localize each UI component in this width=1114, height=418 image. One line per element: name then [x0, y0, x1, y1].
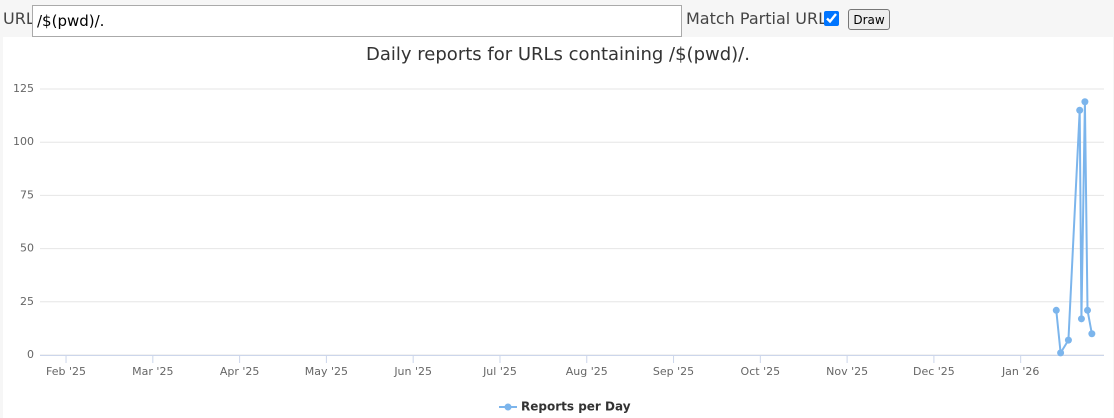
x-tick-label: Jan '26 — [1001, 365, 1039, 378]
x-tick-label: Nov '25 — [826, 365, 868, 378]
x-tick-label: Jul '25 — [482, 365, 517, 378]
toolbar: URL Match Partial URL Draw — [0, 0, 1114, 37]
legend-label: Reports per Day — [521, 400, 631, 414]
x-tick-label: Dec '25 — [913, 365, 955, 378]
draw-button[interactable]: Draw — [848, 9, 890, 30]
y-tick-label: 25 — [20, 295, 34, 308]
y-tick-label: 100 — [13, 135, 34, 148]
point — [1052, 306, 1060, 314]
x-tick-label: Mar '25 — [132, 365, 173, 378]
match-checkbox[interactable] — [824, 11, 839, 26]
point — [1088, 330, 1096, 338]
x-tick-label: May '25 — [305, 365, 348, 378]
chart-title: Daily reports for URLs containing /$(pwd… — [366, 44, 750, 65]
chart-background — [3, 37, 1113, 418]
legend-marker — [504, 403, 512, 411]
point — [1084, 306, 1092, 314]
match-label: Match Partial URL — [686, 9, 828, 28]
y-tick-label: 50 — [20, 242, 34, 255]
point — [1076, 106, 1084, 114]
url-input[interactable] — [32, 5, 682, 37]
x-tick-label: Feb '25 — [46, 365, 86, 378]
x-tick-label: Oct '25 — [741, 365, 781, 378]
x-tick-label: Apr '25 — [220, 365, 260, 378]
point — [1077, 315, 1085, 323]
chart: Daily reports for URLs containing /$(pwd… — [3, 37, 1113, 418]
y-tick-label: 75 — [20, 188, 34, 201]
y-tick-label: 125 — [13, 82, 34, 95]
x-tick-label: Aug '25 — [566, 365, 608, 378]
x-tick-label: Jun '25 — [393, 365, 432, 378]
y-tick-label: 0 — [27, 348, 34, 361]
point — [1057, 349, 1065, 357]
x-tick-label: Sep '25 — [653, 365, 694, 378]
point — [1064, 336, 1072, 344]
point — [1081, 98, 1089, 106]
url-label: URL — [3, 9, 35, 28]
